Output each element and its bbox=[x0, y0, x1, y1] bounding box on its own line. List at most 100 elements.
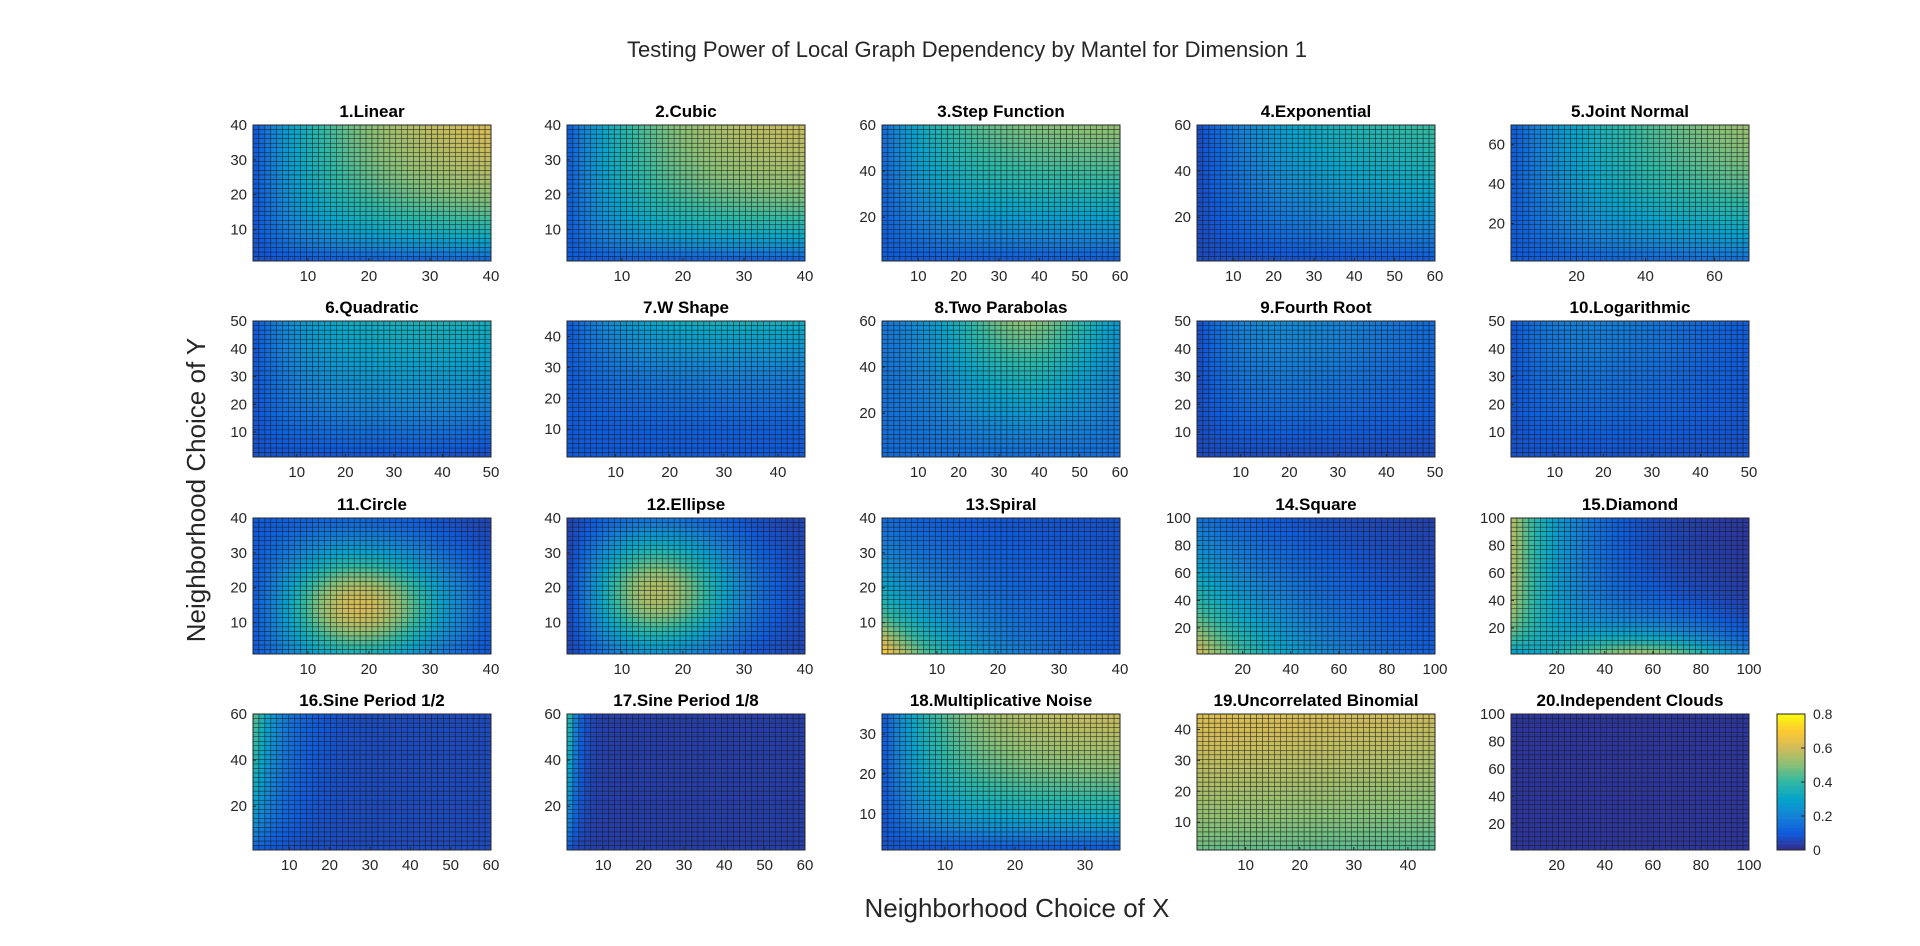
heatmap-cell bbox=[905, 174, 913, 180]
heatmap-cell bbox=[590, 219, 598, 226]
heatmap-cell bbox=[881, 183, 889, 189]
heatmap-cell bbox=[935, 170, 942, 176]
heatmap-cell bbox=[1516, 233, 1524, 239]
heatmap-cell bbox=[667, 129, 675, 135]
heatmap-cell bbox=[347, 174, 355, 180]
heatmap-cell bbox=[929, 224, 936, 230]
heatmap-cell bbox=[727, 133, 734, 139]
heatmap-cell bbox=[1238, 233, 1245, 239]
heatmap-cell bbox=[596, 201, 603, 207]
heatmap-cell bbox=[383, 183, 391, 189]
heatmap-cell bbox=[679, 156, 687, 162]
heatmap-cell bbox=[881, 138, 889, 144]
heatmap-cell bbox=[461, 192, 468, 198]
heatmap-cell bbox=[425, 142, 432, 148]
heatmap-cell bbox=[1220, 201, 1228, 207]
heatmap-cell bbox=[353, 161, 361, 167]
heatmap-cell bbox=[1214, 142, 1222, 148]
heatmap-cell bbox=[697, 133, 705, 139]
heatmap-cell bbox=[1280, 233, 1287, 239]
heatmap-cell bbox=[691, 229, 699, 235]
heatmap-cell bbox=[1066, 142, 1073, 148]
heatmap-cell bbox=[1375, 147, 1382, 153]
heatmap-cell bbox=[661, 224, 669, 230]
heatmap-cell bbox=[1244, 179, 1251, 185]
heatmap-cell bbox=[300, 210, 307, 216]
heatmap-cell bbox=[1297, 210, 1305, 216]
heatmap-cell bbox=[745, 238, 752, 244]
heatmap-cell bbox=[673, 165, 681, 171]
heatmap-cell bbox=[620, 179, 627, 185]
heatmap-cell bbox=[1232, 188, 1239, 194]
heatmap-cell bbox=[431, 256, 438, 262]
heatmap-cell bbox=[893, 188, 901, 194]
heatmap-cell bbox=[578, 197, 586, 203]
heatmap-cell bbox=[899, 183, 907, 189]
heatmap-cell bbox=[1262, 215, 1269, 221]
heatmap-cell bbox=[1303, 179, 1311, 185]
y-tick-label: 40 bbox=[230, 117, 247, 134]
heatmap-cell bbox=[383, 161, 391, 167]
heatmap-cell bbox=[1286, 192, 1293, 198]
heatmap-cell bbox=[1250, 224, 1257, 230]
heatmap-cell bbox=[1345, 192, 1352, 198]
heatmap-cell bbox=[443, 174, 450, 180]
heatmap-cell bbox=[431, 197, 438, 203]
heatmap-cell bbox=[1036, 197, 1043, 203]
heatmap-cell bbox=[935, 233, 942, 239]
heatmap-cell bbox=[264, 247, 272, 253]
heatmap-cell bbox=[300, 183, 307, 189]
heatmap-cell bbox=[466, 215, 474, 221]
heatmap-cell bbox=[602, 147, 609, 153]
heatmap-cell bbox=[679, 179, 687, 185]
heatmap-cell bbox=[584, 201, 592, 207]
heatmap-cell bbox=[1339, 129, 1347, 135]
heatmap-cell bbox=[1297, 183, 1305, 189]
heatmap-cell bbox=[258, 210, 266, 216]
heatmap-cell bbox=[371, 238, 379, 244]
heatmap-cell bbox=[792, 142, 800, 148]
heatmap-cell bbox=[383, 151, 391, 158]
heatmap-cell bbox=[312, 129, 319, 135]
heatmap-cell bbox=[905, 219, 913, 226]
heatmap-cell bbox=[709, 219, 717, 226]
heatmap-cell bbox=[306, 129, 313, 135]
heatmap-cell bbox=[437, 170, 444, 176]
heatmap-cell bbox=[324, 206, 331, 212]
heatmap-cell bbox=[953, 133, 960, 139]
heatmap-cell bbox=[1399, 210, 1406, 216]
heatmap-cell bbox=[472, 233, 480, 239]
heatmap-cell bbox=[413, 151, 420, 158]
heatmap-cell bbox=[484, 124, 492, 130]
heatmap-cell bbox=[1333, 147, 1341, 153]
heatmap-cell bbox=[988, 219, 996, 226]
heatmap-cell bbox=[365, 138, 373, 144]
heatmap-cell bbox=[941, 238, 948, 244]
heatmap-cell bbox=[1256, 174, 1263, 180]
heatmap-cell bbox=[751, 229, 758, 235]
heatmap-cell bbox=[1042, 170, 1049, 176]
heatmap-cell bbox=[300, 151, 307, 158]
heatmap-cell bbox=[959, 129, 966, 135]
heatmap-cell bbox=[584, 188, 592, 194]
heatmap-cell bbox=[1274, 242, 1281, 248]
heatmap-cell bbox=[1101, 161, 1109, 167]
heatmap-cell bbox=[1387, 210, 1394, 216]
heatmap-cell bbox=[1381, 192, 1388, 198]
heatmap-cell bbox=[1202, 242, 1210, 248]
heatmap-cell bbox=[1321, 247, 1329, 253]
heatmap-cell bbox=[1095, 170, 1103, 176]
heatmap-cell bbox=[282, 161, 289, 167]
heatmap-cell bbox=[461, 201, 468, 207]
heatmap-cell bbox=[917, 210, 924, 216]
heatmap-cell bbox=[1018, 233, 1026, 239]
heatmap-cell bbox=[461, 151, 468, 158]
heatmap-cell bbox=[971, 206, 978, 212]
heatmap-cell bbox=[935, 229, 942, 235]
heatmap-cell bbox=[656, 201, 663, 207]
heatmap-cell bbox=[893, 156, 901, 162]
heatmap-cell bbox=[929, 197, 936, 203]
heatmap-cell bbox=[1066, 156, 1073, 162]
heatmap-cell bbox=[988, 247, 996, 253]
heatmap-cell bbox=[252, 206, 260, 212]
